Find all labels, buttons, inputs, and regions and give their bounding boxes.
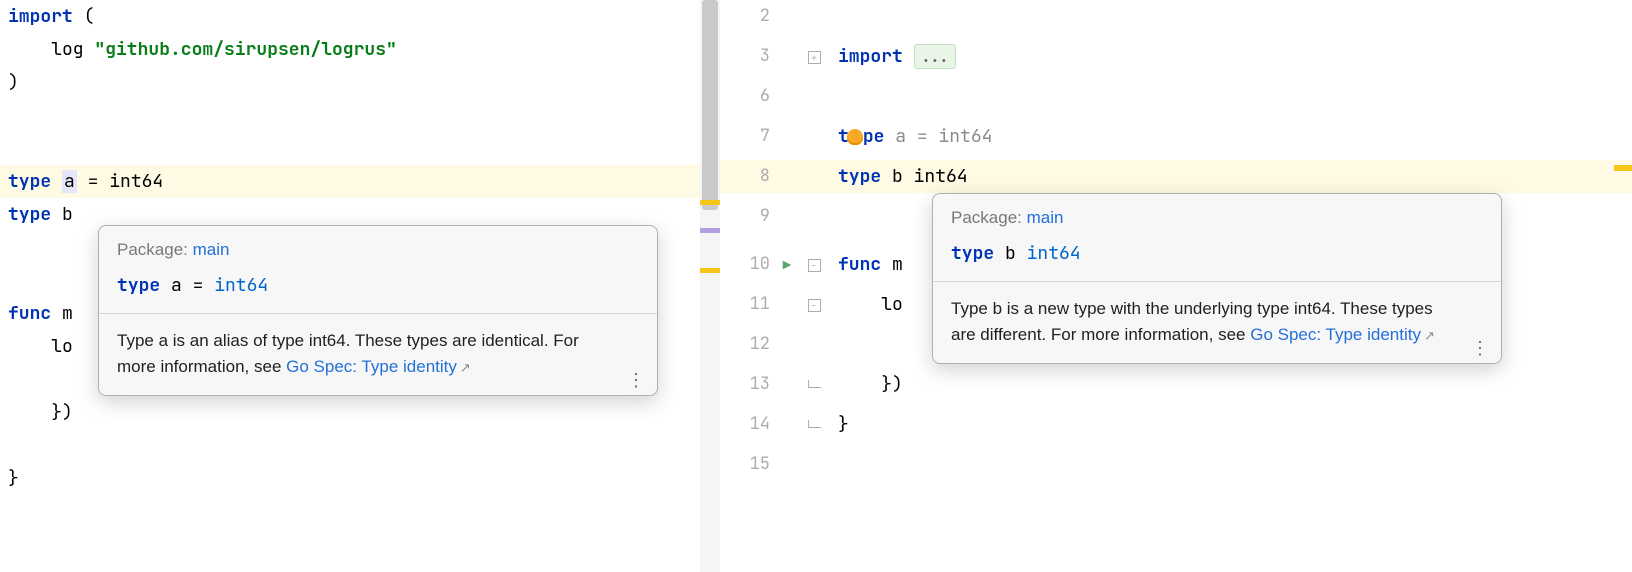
code-line-highlighted[interactable]: type a = int64 — [0, 165, 720, 198]
more-actions-icon[interactable]: ⋮ — [1471, 345, 1489, 351]
line-number[interactable]: 12 — [720, 328, 770, 361]
fold-collapse-icon[interactable]: − — [802, 248, 826, 281]
line-number[interactable]: 6 — [720, 80, 770, 113]
right-editor-pane[interactable]: import ... tpe a = int64 type b int64 fu… — [830, 0, 1632, 572]
code-line[interactable]: } — [0, 462, 720, 495]
line-number[interactable]: 8 — [720, 160, 830, 193]
code-line[interactable] — [0, 429, 720, 462]
popup-header: Package: main — [933, 194, 1501, 234]
line-number[interactable]: 10 — [720, 248, 770, 281]
quick-doc-popup-left[interactable]: Package: main type a = int64 Type a is a… — [98, 225, 658, 396]
code-line[interactable] — [830, 0, 1632, 33]
line-number[interactable]: 11 — [720, 288, 770, 321]
external-link-icon: ↗ — [460, 360, 471, 375]
fold-collapse-icon[interactable]: − — [802, 288, 826, 321]
fold-end-icon[interactable] — [802, 372, 826, 395]
scroll-marker-warning[interactable] — [700, 200, 720, 205]
code-line[interactable]: import ( — [0, 0, 720, 33]
line-number[interactable]: 9 — [720, 200, 770, 233]
popup-header: Package: main — [99, 226, 657, 266]
line-number[interactable]: 2 — [720, 0, 770, 33]
code-line[interactable] — [830, 80, 1632, 113]
go-spec-link[interactable]: Go Spec: Type identity↗ — [1250, 325, 1435, 344]
code-line[interactable]: } — [830, 408, 1632, 441]
keyword-import: import — [8, 5, 73, 28]
external-link-icon: ↗ — [1424, 328, 1435, 343]
run-gutter-icon[interactable]: ▶ — [775, 248, 799, 283]
fold-expand-icon[interactable]: + — [802, 40, 826, 73]
left-scrollbar[interactable] — [700, 0, 720, 572]
code-line[interactable]: }) — [830, 368, 1632, 401]
intention-bulb-icon[interactable] — [847, 129, 863, 145]
quick-doc-popup-right[interactable]: Package: main type b int64 Type b is a n… — [932, 193, 1502, 364]
fold-end-icon[interactable] — [802, 412, 826, 435]
code-line[interactable] — [0, 132, 720, 165]
go-spec-link[interactable]: Go Spec: Type identity↗ — [286, 357, 471, 376]
package-link[interactable]: main — [193, 240, 230, 259]
gutter[interactable]: 2 3 + 6 7 8 9 10 ▶ − 11 − 12 13 14 15 — [720, 0, 830, 572]
code-line[interactable]: import ... — [830, 40, 1632, 73]
left-editor-pane[interactable]: import ( log "github.com/sirupsen/logrus… — [0, 0, 720, 572]
line-number[interactable]: 13 — [720, 368, 770, 401]
code-line[interactable]: }) — [0, 396, 720, 429]
popup-signature: type b int64 — [933, 234, 1501, 281]
package-link[interactable]: main — [1027, 208, 1064, 227]
popup-description: Type b is a new type with the underlying… — [933, 282, 1501, 363]
right-scrollbar[interactable] — [1614, 0, 1632, 572]
line-number[interactable]: 7 — [720, 120, 770, 153]
line-number[interactable]: 3 — [720, 40, 770, 73]
scroll-marker-warning[interactable] — [1614, 165, 1632, 171]
line-number[interactable]: 15 — [720, 448, 770, 481]
scroll-marker-warning[interactable] — [700, 268, 720, 273]
string-literal: "github.com/sirupsen/logrus" — [94, 38, 396, 61]
scroll-marker-change[interactable] — [700, 228, 720, 233]
code-line[interactable]: log "github.com/sirupsen/logrus" — [0, 33, 720, 66]
code-line[interactable] — [0, 99, 720, 132]
code-line[interactable]: ) — [0, 66, 720, 99]
folded-region[interactable]: ... — [914, 44, 956, 69]
popup-signature: type a = int64 — [99, 266, 657, 313]
diff-editor: import ( log "github.com/sirupsen/logrus… — [0, 0, 1632, 572]
identifier-highlight: a — [62, 170, 77, 193]
code-line-highlighted[interactable]: type b int64 — [830, 160, 1632, 193]
line-number[interactable]: 14 — [720, 408, 770, 441]
more-actions-icon[interactable]: ⋮ — [627, 377, 645, 383]
scrollbar-thumb[interactable] — [702, 0, 718, 210]
code-line[interactable]: tpe a = int64 — [830, 120, 1632, 153]
popup-description: Type a is an alias of type int64. These … — [99, 314, 657, 395]
